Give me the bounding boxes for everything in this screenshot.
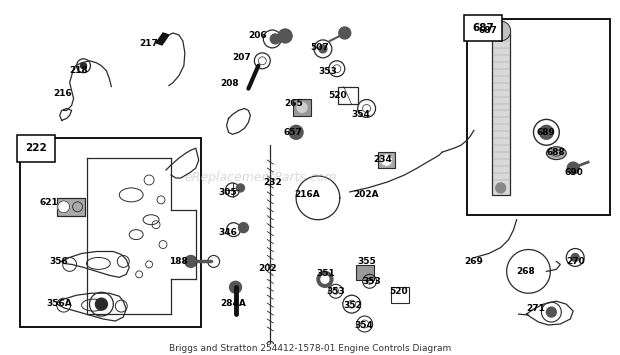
Text: 354: 354 (352, 110, 371, 119)
Circle shape (229, 281, 241, 293)
Bar (378, 152, 396, 168)
Text: 688: 688 (546, 148, 565, 157)
Text: 657: 657 (283, 129, 302, 137)
Circle shape (496, 183, 506, 193)
Text: 188: 188 (169, 257, 188, 267)
Text: 356: 356 (50, 257, 69, 267)
Circle shape (185, 256, 197, 267)
Text: 202A: 202A (353, 190, 379, 199)
Circle shape (319, 45, 327, 53)
Text: Briggs and Stratton 254412-1578-01 Engine Controls Diagram: Briggs and Stratton 254412-1578-01 Engin… (169, 344, 451, 353)
Circle shape (546, 307, 556, 317)
Text: 354: 354 (355, 321, 374, 330)
Text: 222: 222 (25, 143, 46, 153)
Text: 356A: 356A (46, 299, 73, 308)
Circle shape (317, 271, 333, 287)
Text: 206: 206 (249, 31, 267, 40)
Text: 232: 232 (264, 178, 282, 187)
Bar (338, 87, 358, 104)
Bar (356, 266, 374, 280)
Text: 265: 265 (284, 99, 303, 108)
Text: 346: 346 (219, 228, 237, 237)
Text: 353: 353 (363, 277, 381, 286)
Circle shape (289, 125, 303, 139)
Circle shape (567, 162, 579, 174)
Text: 271: 271 (526, 304, 546, 313)
Text: 208: 208 (221, 79, 239, 88)
Text: 305: 305 (219, 188, 237, 197)
Text: 202: 202 (259, 264, 277, 273)
Text: 352: 352 (343, 301, 363, 310)
Text: 217: 217 (139, 39, 158, 48)
Circle shape (491, 21, 511, 41)
Text: 687: 687 (479, 26, 498, 35)
Text: 520: 520 (389, 287, 408, 296)
Bar (492, 31, 510, 195)
Circle shape (297, 103, 307, 113)
Circle shape (339, 27, 351, 39)
Text: 268: 268 (516, 267, 535, 277)
Text: 507: 507 (310, 43, 329, 52)
Circle shape (539, 125, 554, 139)
Circle shape (95, 298, 107, 310)
Bar (293, 99, 311, 116)
Text: 269: 269 (464, 257, 483, 267)
Circle shape (81, 63, 87, 69)
Polygon shape (156, 33, 169, 45)
Text: 218: 218 (69, 66, 89, 75)
Circle shape (321, 275, 329, 283)
Text: 689: 689 (536, 129, 556, 137)
Bar (467, 19, 610, 215)
Ellipse shape (546, 147, 566, 160)
Text: 284A: 284A (221, 299, 247, 308)
Circle shape (381, 155, 391, 165)
Bar (20, 138, 201, 327)
Text: 353: 353 (318, 67, 337, 76)
Text: 520: 520 (328, 91, 347, 100)
Text: 687: 687 (472, 23, 494, 33)
Text: eReplacementParts.com: eReplacementParts.com (184, 171, 337, 184)
Text: 270: 270 (566, 257, 585, 267)
Circle shape (236, 184, 244, 192)
Text: 216A: 216A (294, 190, 320, 199)
Text: 234: 234 (374, 155, 392, 164)
Circle shape (278, 29, 292, 43)
Text: 353: 353 (326, 287, 345, 296)
Text: 207: 207 (232, 53, 251, 62)
Bar (391, 287, 409, 303)
Circle shape (496, 31, 506, 41)
Circle shape (239, 223, 249, 233)
Text: 216: 216 (54, 89, 73, 98)
Circle shape (270, 34, 280, 44)
Bar (56, 198, 84, 216)
Circle shape (58, 201, 69, 213)
Text: 690: 690 (564, 168, 583, 177)
Text: 351: 351 (316, 269, 335, 278)
Text: 621: 621 (40, 198, 58, 207)
Circle shape (571, 253, 579, 261)
Bar (56, 198, 84, 216)
Text: 355: 355 (358, 257, 376, 267)
